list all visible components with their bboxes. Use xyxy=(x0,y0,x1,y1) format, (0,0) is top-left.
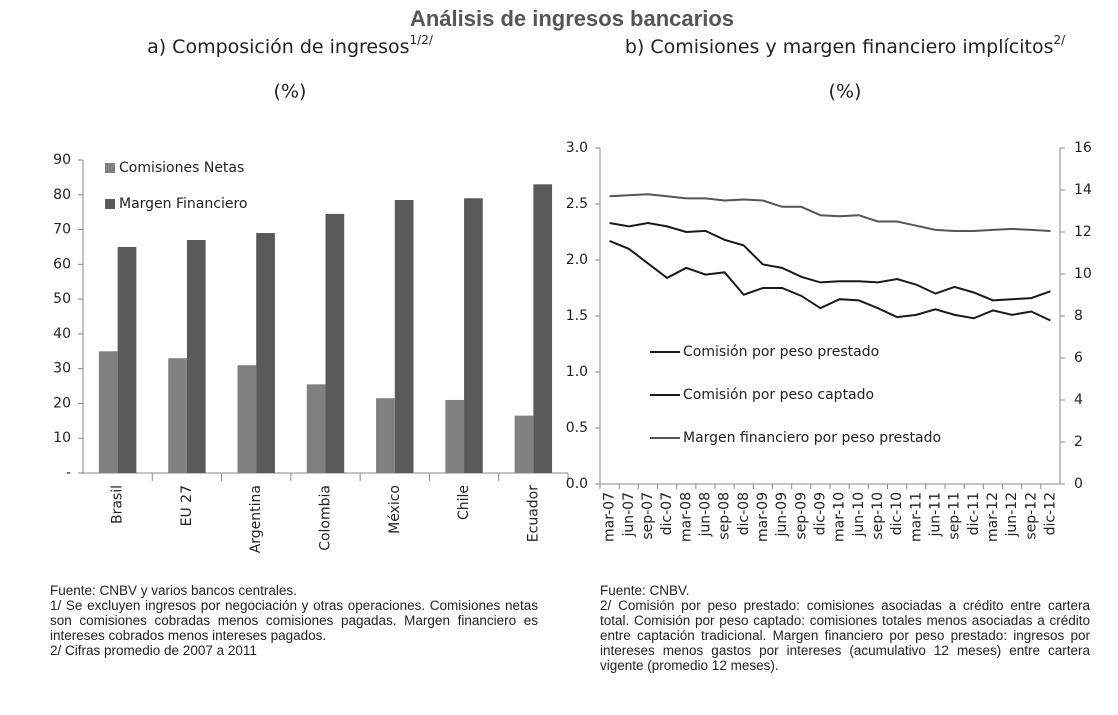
bar xyxy=(117,246,137,473)
bar xyxy=(514,415,534,473)
x-tick-label: sep-10 xyxy=(870,492,886,540)
y-tick-label: 10 xyxy=(53,430,71,446)
y-tick-label: 0.5 xyxy=(566,420,588,436)
chart-title-superscript: 1/2/ xyxy=(410,33,434,47)
note: Fuente: CNBV y varios bancos centrales. xyxy=(50,583,297,598)
x-tick-label: jun-12 xyxy=(1004,492,1020,538)
y-tick-label: 1.5 xyxy=(566,308,588,324)
y-tick-label: 0.0 xyxy=(566,476,588,492)
x-tick-label: mar-08 xyxy=(678,492,694,542)
bar xyxy=(168,358,187,473)
y-tick-label: 2.5 xyxy=(566,196,588,212)
y2-tick-label: 4 xyxy=(1074,392,1083,408)
x-tick-label: mar-12 xyxy=(985,492,1001,542)
x-tick-label: EU 27 xyxy=(179,485,195,526)
note: Fuente: CNBV. xyxy=(600,583,690,598)
legend-swatch xyxy=(105,163,115,173)
x-tick-label: dic-07 xyxy=(659,492,675,535)
legend-swatch xyxy=(105,199,115,209)
x-tick-label: sep-11 xyxy=(947,492,963,540)
x-tick-label: sep-09 xyxy=(793,492,809,540)
y-tick-label: 20 xyxy=(53,395,71,411)
legend-label: Comisión por peso captado xyxy=(683,387,874,403)
legend-label: Margen Financiero xyxy=(119,196,247,212)
x-tick-label: jun-07 xyxy=(621,492,637,538)
legend-label: Comisiones Netas xyxy=(119,160,244,176)
bar xyxy=(186,239,206,473)
y2-tick-label: 2 xyxy=(1074,434,1083,450)
notes: Fuente: CNBV y varios bancos centrales. 1… xyxy=(50,583,538,658)
x-tick-label: Chile xyxy=(456,485,472,520)
x-tick-label: sep-07 xyxy=(640,492,656,540)
y-tick-label: 2.0 xyxy=(566,252,588,268)
line-series xyxy=(609,240,1051,322)
x-tick-label: mar-07 xyxy=(602,492,618,542)
bar xyxy=(325,213,345,473)
line-series xyxy=(609,193,1051,232)
x-tick-label: Colombia xyxy=(318,485,334,551)
page-title: Análisis de ingresos bancarios xyxy=(410,6,734,31)
x-tick-label: dic-10 xyxy=(889,492,905,535)
x-tick-label: jun-10 xyxy=(851,492,867,538)
y2-tick-label: 6 xyxy=(1074,350,1083,366)
y2-tick-label: 0 xyxy=(1074,476,1083,492)
bar xyxy=(533,184,553,473)
y-tick-label: 90 xyxy=(53,152,71,168)
x-tick-label: Ecuador xyxy=(525,485,541,542)
y2-tick-label: 8 xyxy=(1074,308,1083,324)
x-tick-label: mar-11 xyxy=(908,492,924,542)
bar xyxy=(98,351,118,473)
notes: Fuente: CNBV. 2/ Comisión por peso presta… xyxy=(600,583,1090,673)
y-tick-label: 40 xyxy=(53,326,71,342)
chart-subtitle: (%) xyxy=(274,81,307,103)
y2-tick-label: 16 xyxy=(1074,140,1092,156)
x-tick-label: dic-09 xyxy=(812,492,828,535)
x-tick-label: mar-09 xyxy=(755,492,771,542)
chart-title-superscript: 2/ xyxy=(1054,33,1067,47)
bar xyxy=(464,198,483,473)
x-tick-label: Brasil xyxy=(110,485,126,524)
bar xyxy=(256,233,275,473)
y-tick-label: 60 xyxy=(53,256,71,272)
x-tick-label: sep-12 xyxy=(1023,492,1039,540)
bar xyxy=(445,399,465,473)
bar xyxy=(376,398,395,473)
chart-title-text: b) Comisiones y margen financiero implíc… xyxy=(625,36,1054,58)
y-tick-label: 80 xyxy=(53,187,71,203)
bar xyxy=(394,199,414,473)
x-tick-label: Argentina xyxy=(248,485,264,553)
note: 2/ Comisión por peso prestado: comisione… xyxy=(600,598,1090,673)
chart-subtitle: (%) xyxy=(829,81,862,103)
x-tick-label: dic-12 xyxy=(1042,492,1058,535)
legend-label: Comisión por peso prestado xyxy=(683,344,879,360)
y-tick-label: 3.0 xyxy=(566,140,588,156)
chart-title: b) Comisiones y margen financiero implíc… xyxy=(625,33,1066,58)
note: 1/ Se excluyen ingresos por negociación … xyxy=(50,598,538,643)
bar xyxy=(237,365,257,473)
note: 2/ Cifras promedio de 2007 a 2011 xyxy=(50,643,257,658)
y-tick-label: 1.0 xyxy=(566,364,588,380)
y-tick-label: - xyxy=(66,465,71,481)
y-tick-label: 50 xyxy=(53,291,71,307)
bar xyxy=(306,384,326,473)
y2-tick-label: 14 xyxy=(1074,182,1092,198)
y2-tick-label: 10 xyxy=(1074,266,1092,282)
x-tick-label: jun-09 xyxy=(774,492,790,538)
x-tick-label: jun-08 xyxy=(697,492,713,538)
x-tick-label: México xyxy=(387,485,403,534)
y-tick-label: 30 xyxy=(53,361,71,377)
y2-tick-label: 12 xyxy=(1074,224,1092,240)
y-tick-label: 70 xyxy=(53,222,71,238)
x-tick-label: dic-08 xyxy=(736,492,752,535)
chart-title: a) Composición de ingresos1/2/ xyxy=(147,33,434,58)
x-tick-label: jun-11 xyxy=(927,492,943,538)
x-tick-label: mar-10 xyxy=(832,492,848,542)
chart-title-text: a) Composición de ingresos xyxy=(147,36,409,58)
x-tick-label: sep-08 xyxy=(717,492,733,540)
line-series xyxy=(609,222,1051,302)
legend-label: Margen financiero por peso prestado xyxy=(683,430,941,446)
x-tick-label: dic-11 xyxy=(966,492,982,535)
